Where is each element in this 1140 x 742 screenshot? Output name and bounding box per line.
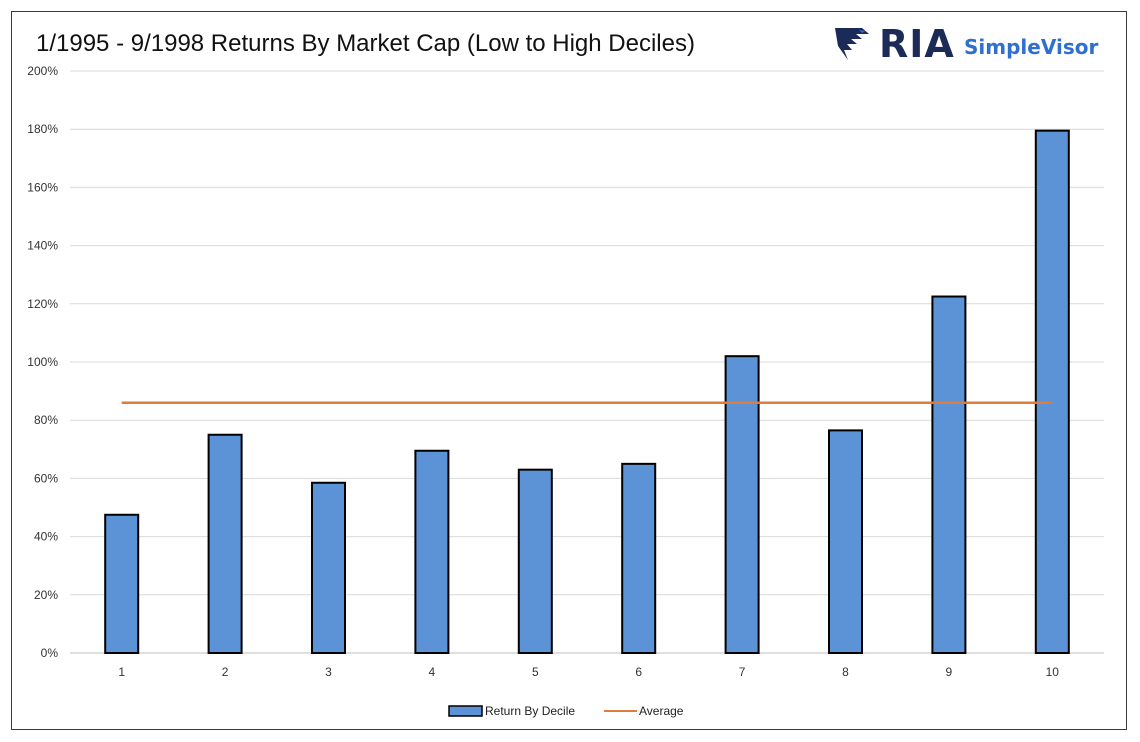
y-tick-label: 60% — [34, 471, 58, 485]
bar-decile-8 — [828, 429, 863, 655]
bar-decile-6 — [621, 462, 657, 654]
x-tick-label: 3 — [325, 665, 332, 679]
ria-simplevisor-logo: RIA SimpleVisor — [832, 22, 1102, 68]
x-tick-label: 2 — [222, 665, 229, 679]
y-tick-label: 40% — [34, 530, 58, 544]
bar-decile-4 — [414, 449, 450, 654]
y-tick-label: 0% — [41, 646, 59, 660]
x-tick-label: 6 — [635, 665, 642, 679]
logo-product-text: SimpleVisor — [964, 35, 1099, 59]
x-tick-label: 1 — [118, 665, 125, 679]
y-tick-label: 140% — [27, 239, 58, 253]
eagle-logo-icon — [835, 28, 869, 60]
legend-label-bars: Return By Decile — [485, 704, 575, 718]
y-tick-label: 80% — [34, 413, 58, 427]
bars — [104, 129, 1070, 655]
x-tick-label: 4 — [429, 665, 436, 679]
bar-decile-10 — [1034, 129, 1070, 654]
logo-brand-text: RIA — [879, 22, 955, 66]
chart-title: 1/1995 - 9/1998 Returns By Market Cap (L… — [36, 30, 695, 57]
legend-swatch-bars — [448, 705, 483, 717]
bar-decile-2 — [207, 433, 243, 654]
y-tick-label: 180% — [27, 122, 58, 136]
legend: Return By Decile Average — [448, 704, 684, 718]
y-tick-label: 20% — [34, 588, 58, 602]
x-axis-tick-labels: 1 2 3 4 5 6 7 8 9 10 — [118, 665, 1059, 679]
bar-decile-5 — [517, 468, 553, 655]
x-tick-label: 7 — [739, 665, 746, 679]
x-tick-label: 5 — [532, 665, 539, 679]
bar-decile-3 — [311, 481, 346, 655]
y-tick-label: 200% — [27, 64, 58, 78]
y-axis-tick-labels: 0% 20% 40% 60% 80% 100% 120% 140% 160% 180% 200% — [27, 64, 58, 660]
bar-decile-7 — [724, 355, 760, 654]
x-tick-label: 10 — [1046, 665, 1060, 679]
y-tick-label: 100% — [27, 355, 58, 369]
x-tick-label: 9 — [946, 665, 953, 679]
y-tick-label: 120% — [27, 297, 58, 311]
bar-decile-1 — [104, 513, 140, 655]
y-tick-label: 160% — [27, 180, 58, 194]
bar-decile-9 — [931, 295, 967, 654]
legend-label-average: Average — [639, 704, 684, 718]
x-tick-label: 8 — [842, 665, 849, 679]
